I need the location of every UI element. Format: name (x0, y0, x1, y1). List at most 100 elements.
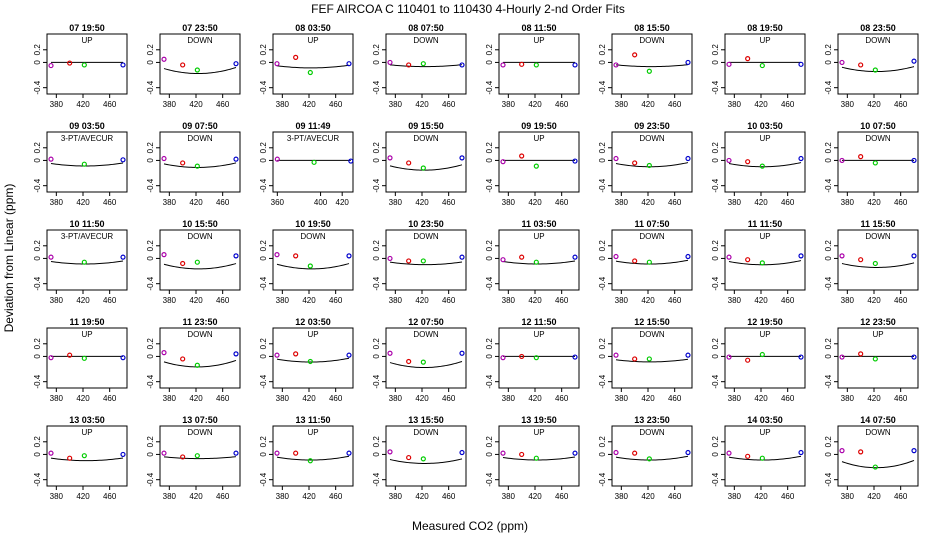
data-point (839, 253, 845, 259)
x-tick-label: 380 (728, 394, 742, 403)
panel-title: 12 07:50 (408, 317, 444, 327)
y-tick-label: 0 (259, 452, 268, 457)
data-point (533, 259, 539, 265)
y-tick-label: 0.2 (598, 338, 607, 350)
panel-title: 09 19:50 (521, 121, 557, 131)
x-tick-label: 420 (76, 394, 90, 403)
x-tick-label: 420 (415, 100, 429, 109)
y-tick-label: 0.2 (259, 240, 268, 252)
x-tick-label: 420 (754, 100, 768, 109)
x-tick-label: 420 (302, 394, 316, 403)
y-tick-label: 0.2 (33, 240, 42, 252)
data-point (798, 449, 804, 456)
y-tick-label: 0.2 (372, 338, 381, 350)
y-tick-label: -0.4 (372, 80, 381, 94)
panel-frame (159, 327, 241, 389)
x-tick-label: 460 (781, 492, 795, 501)
data-point (839, 59, 845, 66)
x-tick-label: 460 (894, 492, 908, 501)
data-point (420, 359, 426, 365)
x-tick-label: 380 (276, 100, 290, 109)
panel: 13 11:50 UP -0.4 0 0.2 380 420 460 (259, 415, 354, 501)
fit-curve (728, 455, 802, 461)
x-tick-label: 380 (502, 198, 516, 207)
x-tick-label: 380 (502, 492, 516, 501)
y-tick-label: -0.4 (711, 80, 720, 94)
y-tick-label: -0.4 (598, 178, 607, 192)
y-tick-label: 0.2 (598, 436, 607, 448)
data-point (180, 454, 186, 460)
panel-mode-label: UP (81, 330, 92, 339)
y-tick-label: 0 (146, 452, 155, 457)
y-tick-label: -0.4 (824, 276, 833, 290)
panel-frame (272, 425, 354, 487)
data-point (745, 357, 751, 363)
panel: 11 07:50 DOWN -0.4 0 0.2 380 420 460 (598, 219, 693, 305)
x-tick-label: 380 (728, 296, 742, 305)
data-point (194, 453, 200, 459)
panel-frame (272, 229, 354, 291)
data-point (346, 352, 352, 358)
data-point (872, 67, 878, 73)
panel-frame (46, 33, 128, 95)
panel-mode-label: 3-PT/AVECUR (61, 232, 114, 241)
y-tick-label: -0.4 (146, 374, 155, 388)
panel-title: 10 15:50 (182, 219, 218, 229)
data-point (500, 62, 506, 68)
x-tick-label: 460 (668, 100, 682, 109)
x-tick-label: 400 (314, 198, 328, 207)
y-tick-label: -0.4 (146, 472, 155, 486)
x-tick-label: 460 (668, 198, 682, 207)
data-point (519, 254, 525, 260)
y-tick-label: -0.4 (372, 472, 381, 486)
fit-curve (163, 359, 237, 368)
data-point (613, 155, 619, 162)
panel-frame (46, 229, 128, 291)
data-point (839, 157, 845, 164)
panel-mode-label: DOWN (413, 134, 439, 143)
data-point (406, 62, 412, 68)
x-tick-label: 420 (189, 100, 203, 109)
x-tick-label: 380 (163, 296, 177, 305)
panel-title: 08 11:50 (521, 23, 556, 33)
y-tick-label: -0.4 (372, 276, 381, 290)
x-tick-label: 420 (754, 198, 768, 207)
panel-frame (611, 425, 693, 487)
panel-mode-label: DOWN (865, 232, 891, 241)
fit-curve (163, 162, 237, 168)
panel-title: 12 03:50 (295, 317, 331, 327)
panel-mode-label: UP (759, 330, 770, 339)
y-tick-label: 0 (598, 60, 607, 65)
data-point (519, 61, 525, 67)
x-tick-label: 380 (389, 198, 403, 207)
panel: 11 19:50 UP -0.4 0 0.2 380 420 460 (33, 317, 128, 403)
panel-frame (724, 327, 806, 389)
panel-frame (46, 425, 128, 487)
fit-curve (163, 456, 237, 460)
y-tick-label: 0.2 (824, 44, 833, 56)
x-tick-label: 380 (276, 394, 290, 403)
panel: 09 11:49 3-PT/AVECUR -0.4 0 0.2 360 400 420 (259, 121, 354, 207)
data-point (387, 350, 393, 356)
panel: 13 07:50 DOWN -0.4 0 0.2 380 420 460 (146, 415, 241, 501)
panel: 10 11:50 3-PT/AVECUR -0.4 0 0.2 380 420 460 (33, 219, 128, 305)
panel-title: 11 15:50 (860, 219, 895, 229)
x-tick-label: 380 (50, 100, 64, 109)
data-point (194, 163, 200, 169)
panel-title: 13 03:50 (69, 415, 105, 425)
y-tick-label: 0 (485, 256, 494, 261)
fit-curve (389, 360, 463, 369)
x-tick-label: 420 (528, 394, 542, 403)
panel-frame (498, 229, 580, 291)
y-tick-label: 0 (372, 354, 381, 359)
data-point (726, 354, 732, 360)
data-point (307, 263, 313, 269)
data-point (120, 355, 126, 361)
fit-curve (615, 259, 689, 265)
y-tick-label: 0 (485, 60, 494, 65)
data-point (274, 352, 280, 358)
y-tick-label: -0.4 (824, 80, 833, 94)
data-point (194, 67, 200, 73)
y-tick-label: 0 (824, 452, 833, 457)
data-point (274, 450, 280, 456)
